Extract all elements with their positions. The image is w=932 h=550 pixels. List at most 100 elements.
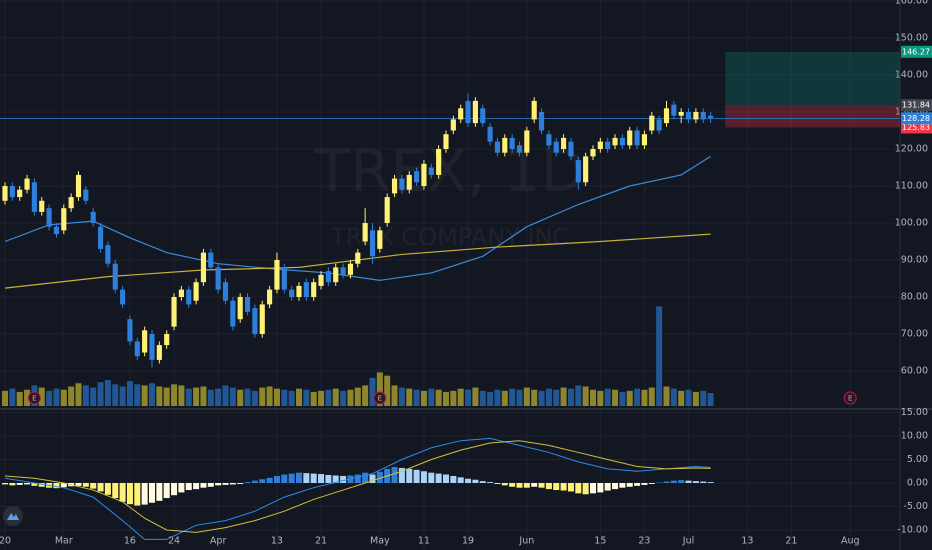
volume-bar: [641, 389, 648, 406]
macd-histogram-bar: [406, 468, 413, 483]
candle-body: [472, 100, 478, 124]
macd-histogram-bar: [465, 478, 472, 483]
candle-body: [186, 289, 192, 305]
macd-histogram-bar: [626, 483, 633, 487]
macd-histogram-bar: [112, 483, 119, 499]
candle-body: [443, 134, 449, 149]
candle-body: [134, 341, 140, 357]
volume-bar: [612, 389, 619, 406]
volume-bar: [310, 391, 317, 406]
candle-body: [546, 134, 552, 146]
macd-histogram-bar: [589, 483, 597, 494]
candle-body: [605, 141, 611, 149]
volume-bar: [97, 382, 104, 406]
volume-bar: [281, 389, 288, 406]
logo-icon[interactable]: [7, 513, 19, 520]
macd-histogram-bar: [104, 483, 111, 495]
candle-body: [39, 200, 45, 212]
price-label: 125.83: [902, 123, 930, 132]
x-tick-label: 23: [638, 536, 650, 547]
candle-body: [259, 304, 265, 334]
volume-bar: [384, 375, 391, 406]
earnings-marker: [27, 391, 41, 405]
volume-bar: [1, 390, 9, 406]
macd-histogram-bar: [362, 472, 369, 483]
volume-bar: [229, 387, 236, 406]
volume-bar: [16, 391, 23, 406]
macd-histogram-bar: [82, 483, 89, 487]
candle-body: [377, 230, 383, 249]
macd-histogram-bar: [391, 467, 398, 483]
volume-bar: [479, 390, 486, 406]
candle-body: [362, 223, 368, 242]
macd-histogram-bar: [200, 483, 207, 488]
candle-body: [340, 267, 346, 275]
candle-body: [318, 274, 324, 286]
macd-histogram-bar: [531, 483, 538, 487]
volume-bar: [626, 390, 633, 406]
price-label: 146.27: [902, 47, 930, 56]
candle-body: [17, 189, 23, 198]
macd-histogram-bar: [612, 483, 619, 490]
candle-body: [105, 245, 111, 264]
candle-body: [142, 330, 148, 353]
volume-bar: [185, 388, 192, 406]
macd-histogram-bar: [38, 483, 45, 487]
macd-histogram-bar: [31, 483, 38, 486]
x-tick-label: Jul: [682, 536, 694, 547]
position-stop-zone: [725, 105, 900, 128]
volume-bar: [685, 389, 692, 406]
volume-bar: [193, 387, 200, 406]
volume-bar: [442, 391, 450, 406]
logo[interactable]: [3, 506, 23, 526]
volume-bar: [134, 384, 141, 406]
candle-body: [590, 149, 596, 157]
macd-histogram-bar: [516, 483, 523, 488]
volume-bar: [126, 381, 133, 406]
candle-body: [164, 334, 170, 346]
volume-bar: [450, 390, 457, 406]
volume-bar: [24, 389, 31, 406]
candle-body: [494, 141, 501, 153]
candle-body: [237, 297, 243, 320]
y-tick-label: 80.00: [901, 292, 928, 303]
volume-bar: [266, 386, 273, 406]
macd-tick-label: 0.00: [907, 478, 928, 489]
candle-body: [428, 167, 434, 175]
volume-bar: [347, 389, 354, 406]
macd-histogram-bar: [9, 483, 16, 486]
x-tick-label: Apr: [210, 536, 227, 547]
candle-body: [325, 271, 331, 283]
volume-bar: [303, 389, 310, 406]
x-tick-label: 19: [462, 536, 474, 547]
candle-body: [465, 100, 471, 124]
macd-histogram-bar: [332, 475, 339, 483]
price-label-box: [901, 45, 932, 58]
volume-bar: [538, 390, 545, 406]
macd-histogram-bar: [156, 483, 163, 501]
candle-body: [200, 252, 207, 283]
x-tick-label: 11: [418, 536, 430, 547]
macd-histogram-bar: [707, 482, 714, 483]
volume-bar: [487, 391, 494, 406]
macd-histogram-bar: [185, 483, 192, 491]
candle-body: [458, 108, 464, 120]
macd-histogram-bar: [325, 475, 332, 483]
volume-bar: [362, 385, 369, 406]
volume-bar: [428, 388, 435, 406]
macd-histogram-bar: [648, 483, 655, 484]
x-tick-label: 24: [168, 536, 180, 547]
volume-bar: [494, 389, 501, 406]
candle-body: [693, 112, 699, 120]
price-label-box: [901, 121, 932, 134]
candle-body: [215, 267, 221, 290]
volume-bar: [553, 389, 560, 406]
candle-body: [575, 160, 581, 183]
candle-body: [538, 112, 545, 131]
candle-body: [406, 174, 412, 190]
candle-body: [509, 137, 515, 149]
macd-histogram-bar: [582, 483, 589, 495]
x-tick-label: May: [370, 536, 390, 547]
volume-bar: [472, 387, 479, 406]
